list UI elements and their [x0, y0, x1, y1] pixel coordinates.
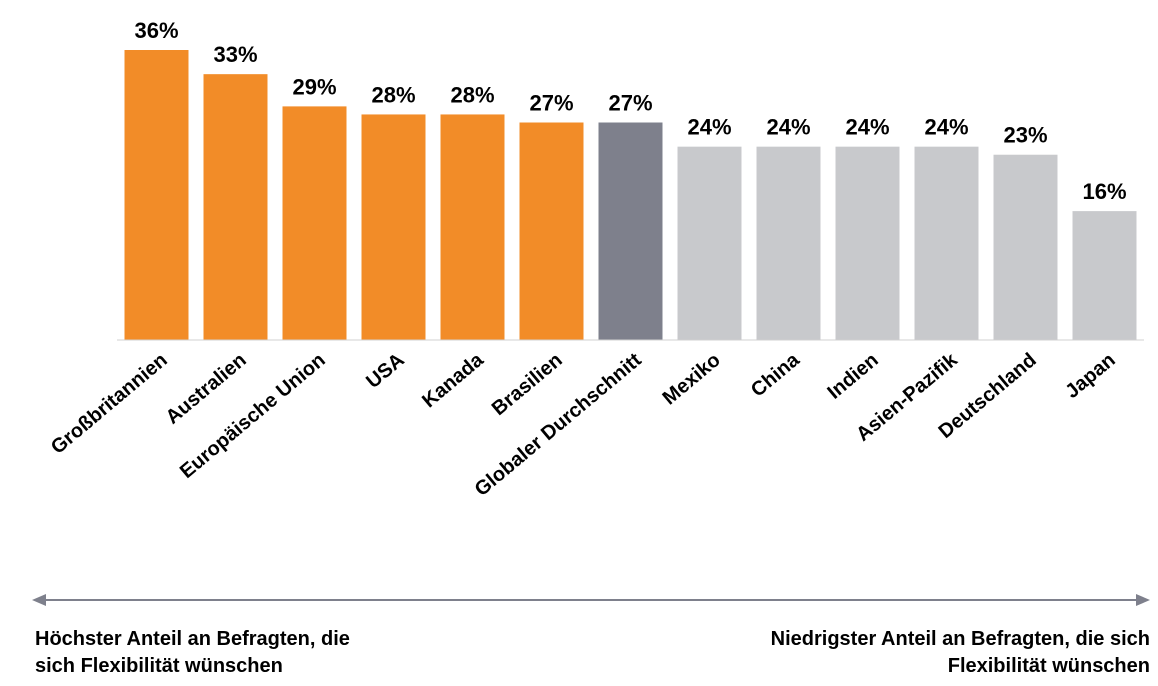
x-tick-label: Europäische Union: [176, 349, 330, 483]
value-label: 33%: [213, 42, 257, 67]
bar: [598, 122, 663, 340]
value-label: 36%: [134, 18, 178, 43]
bar: [914, 146, 979, 340]
value-label: 24%: [687, 115, 731, 140]
value-label: 24%: [766, 115, 810, 140]
arrow-head-left: [32, 594, 46, 606]
bar: [756, 146, 821, 340]
value-label: 29%: [292, 74, 336, 99]
value-label: 27%: [529, 91, 573, 116]
value-label: 23%: [1003, 123, 1047, 148]
annotation: sich Flexibilität wünschen: [35, 655, 283, 677]
x-tick-label: Indien: [823, 349, 882, 404]
bar: [203, 74, 268, 341]
x-tick-label: China: [747, 348, 804, 401]
annotation: Flexibilität wünschen: [948, 655, 1150, 677]
value-label: 27%: [608, 91, 652, 116]
bar: [993, 154, 1058, 340]
bar: [282, 106, 347, 340]
x-tick-label: Mexiko: [659, 349, 725, 409]
value-label: 24%: [924, 115, 968, 140]
bar: [677, 146, 742, 340]
value-label: 28%: [450, 82, 494, 107]
x-tick-label: Japan: [1061, 349, 1119, 403]
bar: [1072, 211, 1137, 340]
arrow-head-right: [1136, 594, 1150, 606]
annotation: Niedrigster Anteil an Befragten, die sic…: [771, 628, 1150, 650]
x-tick-label: Kanada: [418, 348, 488, 412]
bar: [124, 50, 189, 340]
annotation: Höchster Anteil an Befragten, die: [35, 628, 350, 650]
x-tick-label: Brasilien: [488, 349, 567, 420]
bar: [835, 146, 900, 340]
x-tick-label: USA: [362, 349, 408, 393]
bar: [361, 114, 426, 340]
x-tick-label: Großbritannien: [47, 349, 172, 459]
bar: [519, 122, 584, 340]
value-label: 16%: [1082, 179, 1126, 204]
bar: [440, 114, 505, 340]
value-label: 28%: [371, 82, 415, 107]
value-label: 24%: [845, 115, 889, 140]
